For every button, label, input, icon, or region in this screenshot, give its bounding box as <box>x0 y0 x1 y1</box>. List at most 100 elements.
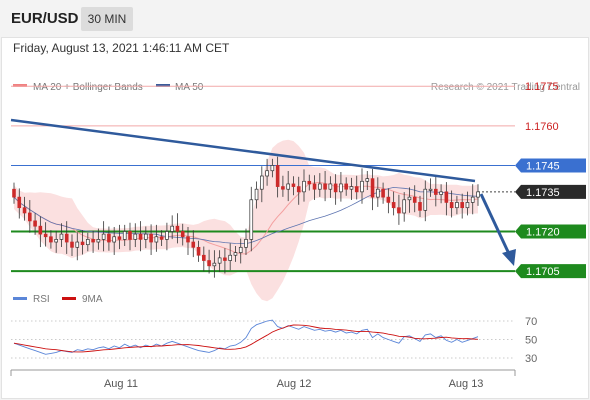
candle-body <box>412 196 417 203</box>
candle-body <box>80 241 85 246</box>
candle-body <box>112 236 116 243</box>
candle <box>449 190 454 218</box>
candle-body <box>428 188 433 191</box>
candle-body <box>38 225 43 235</box>
support-tag-1.1720 <box>515 224 586 239</box>
candle-body <box>281 186 285 190</box>
candle-body <box>22 207 27 214</box>
candle <box>349 177 354 201</box>
price-label-layer: 1.1775 1.1760 1.1745 1.1735 1.1720 1.1705 <box>515 81 586 279</box>
candle-body <box>17 196 22 209</box>
candle <box>75 232 80 261</box>
resistance-label-1.1760: 1.1760 <box>525 121 559 133</box>
candle <box>64 221 69 254</box>
forecast-arrow-shaft <box>479 193 512 257</box>
candle-body <box>455 202 459 209</box>
rsi-ma-legend-label: 9MA <box>82 294 103 305</box>
candle <box>244 228 248 255</box>
candle <box>307 174 312 191</box>
candle-body <box>465 202 470 209</box>
candle-body <box>360 180 364 193</box>
candle <box>418 195 422 217</box>
resistance-label-1.1775: 1.1775 <box>525 81 559 93</box>
candle <box>455 195 459 215</box>
candle <box>233 245 238 262</box>
candle <box>286 170 290 202</box>
candle <box>107 226 111 251</box>
support-tag-1.1705 <box>515 264 586 279</box>
timeframe-button[interactable]: 30 MIN <box>81 7 133 31</box>
candle-body <box>12 188 16 198</box>
forecast-arrow-head <box>502 249 516 266</box>
candle <box>391 191 396 216</box>
candle <box>133 223 138 248</box>
rsi-level-label-70: 70 <box>525 316 537 328</box>
rsi-level-label-30: 30 <box>525 353 537 365</box>
candle-body <box>381 188 385 198</box>
candle-body <box>128 231 132 240</box>
candle <box>12 182 16 204</box>
candle <box>339 172 343 202</box>
rsi-legend-label: RSI <box>33 294 50 305</box>
candle <box>128 222 132 251</box>
candle-body <box>217 257 222 264</box>
candle <box>323 170 327 202</box>
candle-body <box>344 183 348 190</box>
support-label-1.1720: 1.1720 <box>526 226 560 238</box>
candle-body <box>476 191 480 198</box>
candle-body <box>386 196 391 203</box>
candle <box>423 180 428 222</box>
candle-body <box>196 246 201 256</box>
candle <box>112 226 116 255</box>
candle <box>196 240 201 262</box>
ma20-legend-swatch <box>13 84 27 87</box>
candle-body <box>260 175 264 190</box>
candle-body <box>354 186 359 193</box>
candle <box>318 173 322 197</box>
candle <box>96 228 101 250</box>
candle <box>296 176 301 205</box>
candle <box>207 249 211 274</box>
candle-body <box>144 233 148 240</box>
candle-body <box>149 233 153 243</box>
candle-body <box>154 236 159 243</box>
candle <box>302 169 306 202</box>
x-tick-label: Aug 13 <box>449 378 484 390</box>
candle <box>254 181 259 209</box>
candle-body <box>207 260 211 267</box>
candle <box>86 232 90 252</box>
candle <box>275 156 280 198</box>
candle-body <box>191 241 196 248</box>
downtrend-line <box>10 118 476 183</box>
candle-body <box>43 233 48 238</box>
candle-body <box>423 188 428 211</box>
candle <box>154 224 159 252</box>
candle <box>186 226 190 255</box>
candle-body <box>275 165 280 187</box>
candle-body <box>434 188 438 195</box>
candle <box>180 223 185 246</box>
candle <box>238 238 243 264</box>
candle <box>360 168 364 204</box>
candle <box>386 188 391 214</box>
candle <box>138 221 143 252</box>
candle-body <box>70 241 74 248</box>
candle-body <box>75 241 80 248</box>
candle <box>43 222 48 247</box>
candle <box>54 230 58 253</box>
candle-body <box>249 199 254 240</box>
rsi-ma-line <box>13 324 479 353</box>
candle-body <box>402 199 406 214</box>
candle-body <box>233 252 238 256</box>
rsi-layer: 70 50 30 <box>11 316 537 365</box>
candle-body <box>370 178 375 198</box>
candle <box>91 230 95 253</box>
candle-body <box>54 239 58 243</box>
candle <box>249 186 254 252</box>
candle-body <box>96 239 101 243</box>
candle-body <box>170 225 174 232</box>
candle-body <box>291 183 296 187</box>
candle-body <box>223 257 227 261</box>
candle-body <box>296 186 301 193</box>
